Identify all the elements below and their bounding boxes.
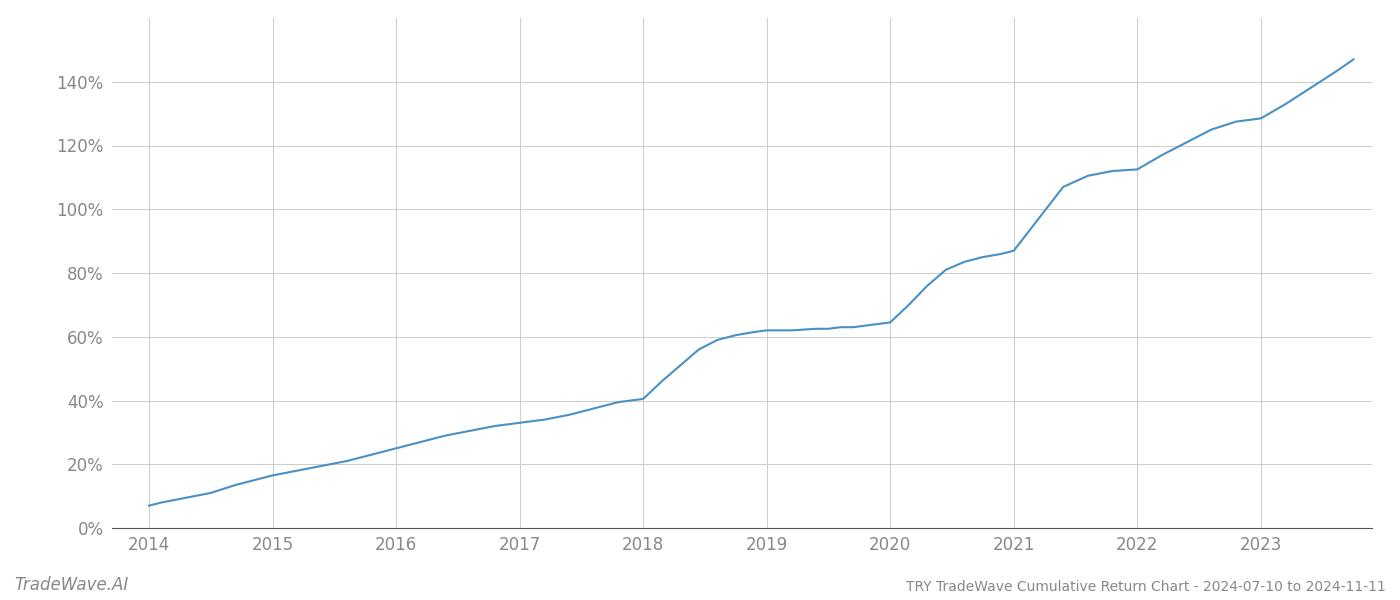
Text: TRY TradeWave Cumulative Return Chart - 2024-07-10 to 2024-11-11: TRY TradeWave Cumulative Return Chart - … xyxy=(906,580,1386,594)
Text: TradeWave.AI: TradeWave.AI xyxy=(14,576,129,594)
